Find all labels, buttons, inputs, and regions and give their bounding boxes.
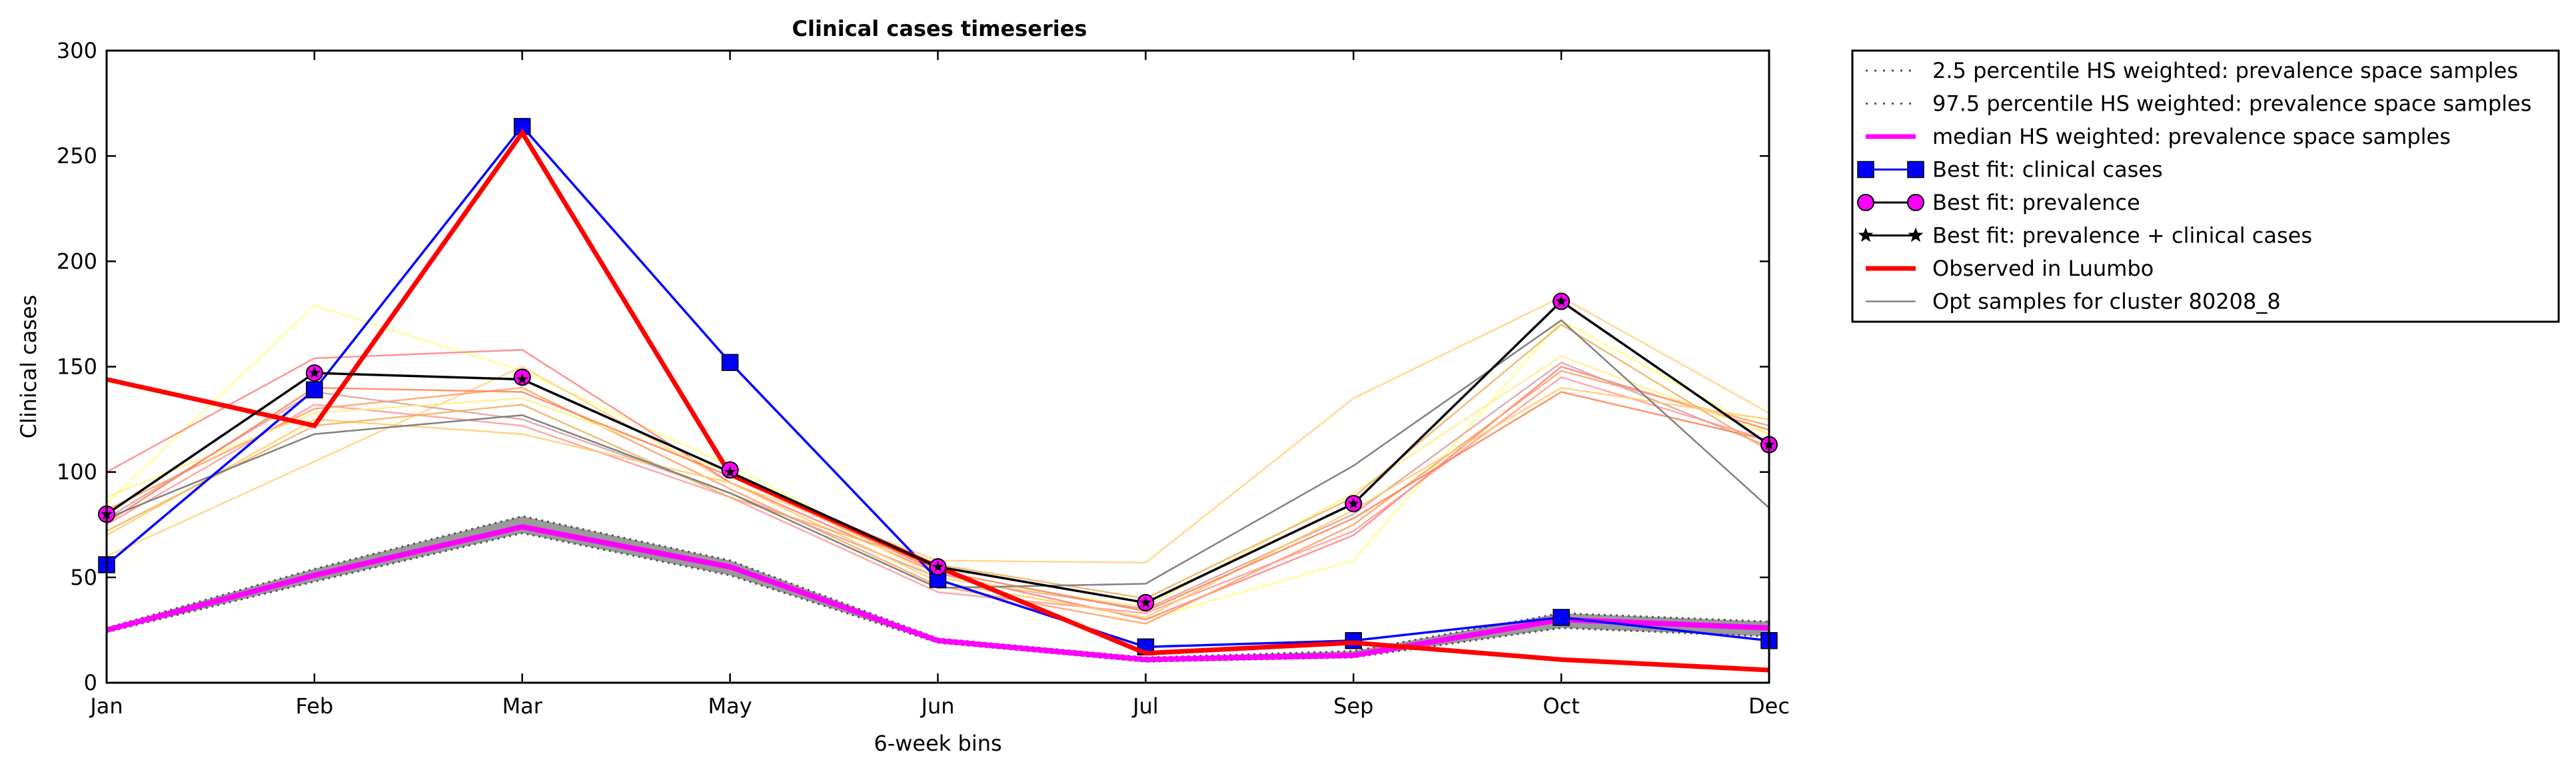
y-tick-label: 50 (70, 565, 97, 590)
legend-item: median HS weighted: prevalence space sam… (1866, 124, 2451, 149)
best-fit-combined-marker (724, 466, 736, 477)
best-fit-combined-marker (1347, 498, 1359, 509)
best-fit-clinical-marker (306, 381, 323, 399)
legend-box (1851, 49, 2560, 323)
legend-label: Best fit: prevalence + clinical cases (1932, 223, 2312, 248)
x-tick-label: May (708, 693, 752, 719)
best-fit-combined-marker (932, 561, 944, 572)
x-tick-label: Jun (920, 693, 955, 719)
y-tick-label: 250 (57, 143, 97, 169)
y-tick-label: 100 (57, 460, 97, 485)
legend-item: Observed in Luumbo (1866, 256, 2154, 281)
legend-label: 2.5 percentile HS weighted: prevalence s… (1932, 58, 2518, 83)
series-opt-samples-line (106, 319, 1770, 589)
legend-marker (1907, 161, 1924, 179)
best-fit-clinical-marker (1553, 609, 1570, 626)
legend-label: median HS weighted: prevalence space sam… (1932, 124, 2451, 149)
best-fit-clinical-marker (721, 354, 739, 371)
x-tick-label: Oct (1543, 693, 1579, 719)
legend-item: Best fit: prevalence (1857, 190, 2140, 215)
legend-label: Best fit: clinical cases (1932, 157, 2163, 183)
y-tick-label: 200 (57, 248, 97, 274)
x-tick-label: Dec (1748, 693, 1790, 719)
legend-label: Observed in Luumbo (1932, 256, 2154, 281)
chart-title: Clinical cases timeseries (792, 16, 1087, 41)
legend-label: Opt samples for cluster 80208_8 (1932, 289, 2281, 314)
legend-item: 97.5 percentile HS weighted: prevalence … (1866, 91, 2531, 117)
x-tick-label: Feb (296, 693, 334, 719)
legend: 2.5 percentile HS weighted: prevalence s… (1851, 49, 2560, 323)
x-axis-label: 6-week bins (874, 731, 1001, 756)
best-fit-combined-marker (309, 367, 321, 378)
legend-item: 2.5 percentile HS weighted: prevalence s… (1866, 58, 2518, 83)
legend-marker (1857, 194, 1874, 211)
y-tick-label: 150 (57, 354, 97, 380)
x-tick-label: Jan (89, 693, 123, 719)
y-tick-label: 0 (84, 670, 97, 695)
y-axis-label: Clinical cases (16, 295, 41, 439)
legend-marker (1857, 161, 1874, 179)
best-fit-combined-marker (1139, 596, 1151, 608)
best-fit-combined-marker (1555, 295, 1567, 306)
x-tick-label: Sep (1333, 693, 1373, 719)
y-tick-label: 300 (57, 38, 97, 63)
x-tick-label: Jul (1131, 693, 1159, 719)
legend-item: Best fit: prevalence + clinical cases (1858, 223, 2312, 248)
legend-marker (1907, 194, 1924, 211)
x-tick-label: Mar (502, 693, 543, 719)
series-median-line (105, 524, 1770, 663)
plot-area (98, 118, 1778, 673)
legend-label: Best fit: prevalence (1932, 190, 2140, 215)
best-fit-combined-marker (516, 373, 528, 384)
legend-label: 97.5 percentile HS weighted: prevalence … (1932, 91, 2531, 117)
axes: 0 50 100 150 200 250 300 Jan Feb Mar May Jun Jul Sep O… (57, 38, 1790, 719)
legend-marker (1858, 227, 1874, 242)
legend-item: Opt samples for cluster 80208_8 (1866, 289, 2281, 314)
legend-item: Best fit: clinical cases (1857, 157, 2163, 183)
legend-marker (1908, 227, 1924, 242)
